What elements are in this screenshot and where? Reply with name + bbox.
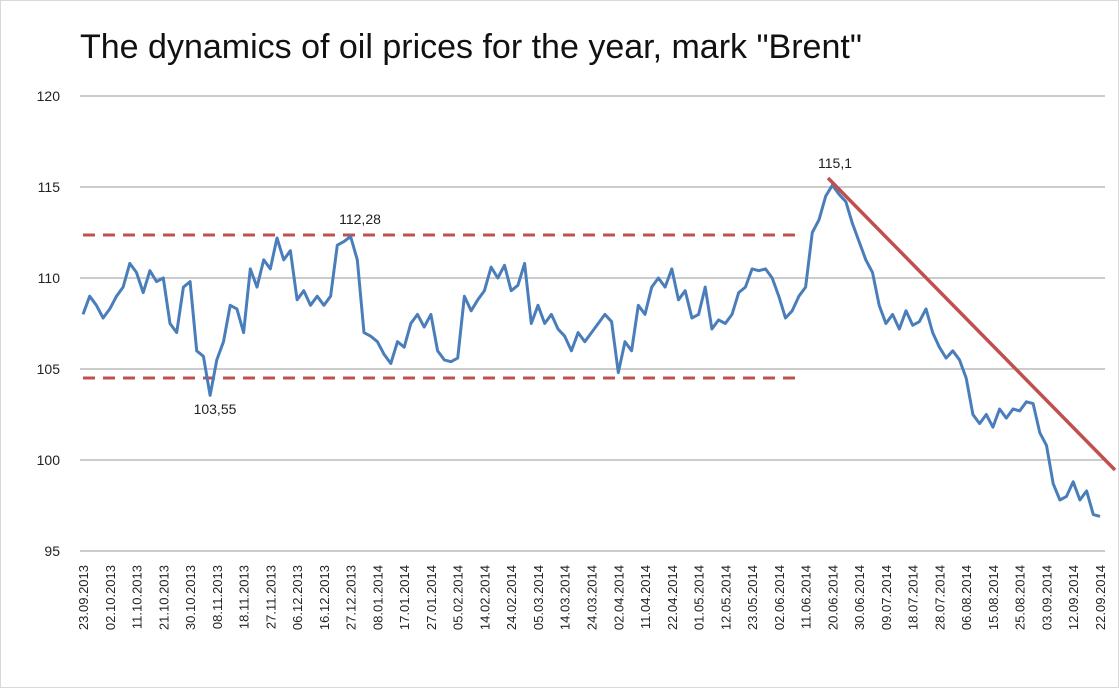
x-tick-label: 22.04.2014 [665, 565, 680, 630]
x-tick-label: 02.10.2013 [103, 565, 118, 630]
y-tick-label: 105 [37, 361, 61, 377]
x-tick-label: 02.06.2014 [772, 565, 787, 630]
x-tick-label: 12.09.2014 [1066, 565, 1081, 630]
x-tick-label: 08.11.2013 [210, 565, 225, 629]
annotation: 115,1 [818, 155, 852, 171]
x-tick-label: 16.12.2013 [317, 565, 332, 630]
x-tick-label: 11.10.2013 [130, 565, 145, 629]
x-tick-label: 02.04.2014 [611, 565, 626, 630]
x-tick-label: 18.07.2014 [906, 565, 921, 630]
x-tick-label: 27.11.2013 [263, 565, 278, 629]
x-tick-label: 24.03.2014 [585, 565, 600, 630]
x-tick-label: 23.05.2014 [745, 565, 760, 630]
y-tick-label: 100 [37, 452, 61, 468]
annotation: 103,55 [194, 401, 237, 417]
x-tick-label: 06.08.2014 [959, 565, 974, 630]
x-tick-label: 17.01.2014 [397, 565, 412, 630]
x-tick-label: 01.05.2014 [692, 565, 707, 630]
x-tick-label: 27.01.2014 [424, 565, 439, 630]
x-tick-label: 22.09.2014 [1093, 565, 1108, 630]
x-tick-label: 14.02.2014 [477, 565, 492, 630]
annotation: 112,28 [339, 211, 381, 227]
x-tick-label: 08.01.2014 [370, 565, 385, 630]
x-tick-label: 24.02.2014 [504, 565, 519, 630]
x-tick-label: 05.03.2014 [531, 565, 546, 630]
y-tick-label: 120 [37, 88, 61, 104]
x-tick-label: 25.08.2014 [1013, 565, 1028, 630]
x-tick-label: 27.12.2013 [344, 565, 359, 630]
x-tick-label: 12.05.2014 [718, 565, 733, 630]
x-tick-label: 14.03.2014 [558, 565, 573, 630]
y-tick-label: 95 [44, 543, 60, 559]
x-tick-label: 20.06.2014 [825, 565, 840, 630]
x-tick-label: 21.10.2013 [156, 565, 171, 630]
x-tick-label: 15.08.2014 [986, 565, 1001, 630]
price-line [81, 183, 1101, 518]
x-tick-label: 06.12.2013 [290, 565, 305, 630]
x-tick-label: 05.02.2014 [451, 565, 466, 630]
x-tick-label: 30.10.2013 [183, 565, 198, 630]
x-tick-label: 11.06.2014 [799, 565, 814, 629]
x-tick-label: 30.06.2014 [852, 565, 867, 630]
y-tick-label: 110 [38, 270, 61, 286]
x-tick-label: 03.09.2014 [1039, 565, 1054, 630]
x-tick-label: 11.04.2014 [638, 565, 653, 629]
x-tick-label: 23.09.2013 [76, 565, 91, 630]
trend-line [826, 176, 1117, 472]
x-tick-label: 18.11.2013 [237, 565, 252, 629]
y-tick-label: 115 [38, 179, 61, 195]
x-tick-label: 09.07.2014 [879, 565, 894, 630]
x-tick-label: 28.07.2014 [932, 565, 947, 630]
chart-title: The dynamics of oil prices for the year,… [80, 28, 862, 66]
